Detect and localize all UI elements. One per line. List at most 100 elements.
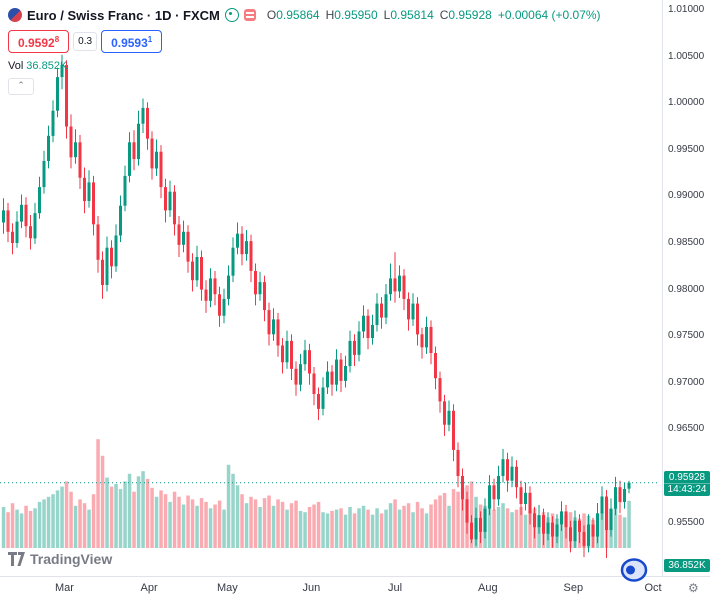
time-axis[interactable]: Mar Apr May Jun Jul Aug Sep Oct ⚙ <box>0 576 710 600</box>
candle-body <box>51 110 55 136</box>
chart-canvas[interactable]: Euro / Swiss Franc · 1D · FXCM O0.95864 … <box>0 0 662 582</box>
volume-bar <box>501 503 505 548</box>
circle-logo-button[interactable] <box>620 558 648 582</box>
candle-body <box>222 298 226 316</box>
ohlc-readout: O0.95864 H0.95950 L0.95814 C0.95928 +0.0… <box>267 8 601 22</box>
candle-body <box>537 515 541 528</box>
candle-body <box>344 366 347 381</box>
volume-bar <box>559 516 564 548</box>
candle-body <box>119 205 122 236</box>
volume-bar <box>6 512 10 548</box>
volume-bar <box>343 514 348 548</box>
volume-bar <box>226 464 231 548</box>
volume-bar <box>118 489 123 548</box>
time-tick-label: Apr <box>140 582 158 594</box>
candle-body <box>384 294 388 318</box>
open-label: O <box>266 8 277 22</box>
volume-bar <box>195 505 199 548</box>
volume-bar <box>330 510 334 548</box>
candle-body <box>285 340 289 363</box>
candle-body <box>555 524 559 537</box>
sell-price-button[interactable]: 0.95928 <box>8 30 70 53</box>
change-value: +0.00064 (+0.07%) <box>497 8 601 22</box>
volume-bar <box>393 499 397 548</box>
last-price-badge: 0.95928 14:43:24 <box>664 470 710 496</box>
chart-legend: Euro / Swiss Franc · 1D · FXCM O0.95864 … <box>8 6 601 95</box>
volume-bar <box>262 498 267 548</box>
candle-body <box>168 191 172 211</box>
candle-body <box>497 476 500 500</box>
candlestick-chart[interactable] <box>0 0 662 576</box>
axis-settings-gear-icon[interactable]: ⚙ <box>688 581 699 595</box>
candle-body <box>564 511 568 528</box>
candle-body <box>231 247 235 276</box>
candle-body <box>411 303 415 320</box>
candle-body <box>191 261 194 281</box>
candle-body <box>146 107 149 139</box>
volume-bar <box>172 491 177 548</box>
time-tick-label: Jul <box>388 582 403 594</box>
candle-body <box>488 485 491 509</box>
volume-bar <box>10 503 15 548</box>
price-axis[interactable]: 1.01000 1.00500 1.00000 0.99500 0.99000 0.985… <box>662 0 710 576</box>
collapse-legend-button[interactable]: ⌃ <box>8 78 34 95</box>
candle-body <box>177 224 181 245</box>
candle-body <box>195 257 199 281</box>
candle-body <box>447 410 451 425</box>
volume-bar <box>285 509 289 548</box>
volume-bar <box>600 512 604 548</box>
tradingview-logo[interactable]: TradingView <box>8 551 112 567</box>
volume-bar <box>424 513 429 548</box>
volume-bar <box>51 494 55 548</box>
volume-bar <box>379 513 384 548</box>
volume-bar <box>91 494 96 548</box>
volume-bar <box>181 504 186 548</box>
candle-body <box>294 368 298 385</box>
candle-body <box>83 177 86 202</box>
volume-bar <box>123 481 127 548</box>
candle-body <box>15 221 19 243</box>
symbol-pair-icon <box>8 8 22 22</box>
candle-body <box>614 487 617 509</box>
volume-bar <box>222 509 226 548</box>
volume-bar <box>357 508 361 548</box>
price-tick-label: 0.99500 <box>668 143 705 155</box>
candle-body <box>483 508 487 532</box>
volume-bar <box>339 508 343 548</box>
candle-body <box>141 107 145 124</box>
candle-body <box>24 204 28 227</box>
candle-body <box>596 513 599 537</box>
candle-body <box>501 459 505 476</box>
candle-body <box>249 241 253 271</box>
volume-bar <box>402 505 406 548</box>
volume-bar <box>429 504 433 548</box>
volume-bar <box>384 509 388 548</box>
bar-countdown: 14:43:24 <box>664 482 710 495</box>
candle-body <box>519 487 523 504</box>
low-value: 0.95814 <box>390 8 434 22</box>
candle-body <box>33 213 37 239</box>
candle-body <box>29 226 32 239</box>
price-tick-label: 0.99000 <box>668 190 705 202</box>
candle-body <box>402 275 406 299</box>
candle-body <box>375 303 379 325</box>
buy-price-sup: 1 <box>147 35 153 44</box>
candle-body <box>303 350 307 365</box>
candle-body <box>465 499 469 523</box>
symbol-title[interactable]: Euro / Swiss Franc · 1D · FXCM <box>27 7 220 23</box>
alert-icon[interactable] <box>243 9 256 21</box>
volume-bar <box>334 509 339 548</box>
candle-body <box>600 496 604 514</box>
volume-bar <box>622 517 627 548</box>
candle-body <box>186 231 190 262</box>
candle-body <box>420 334 424 348</box>
volume-bar <box>618 514 622 548</box>
candle-body <box>110 247 113 267</box>
volume-bar <box>627 500 631 548</box>
buy-price-button[interactable]: 0.95931 <box>101 30 163 53</box>
sell-price-sup: 8 <box>54 35 60 44</box>
candle-body <box>218 294 221 316</box>
volume-bar <box>456 491 460 548</box>
market-status-icon[interactable] <box>224 8 239 22</box>
